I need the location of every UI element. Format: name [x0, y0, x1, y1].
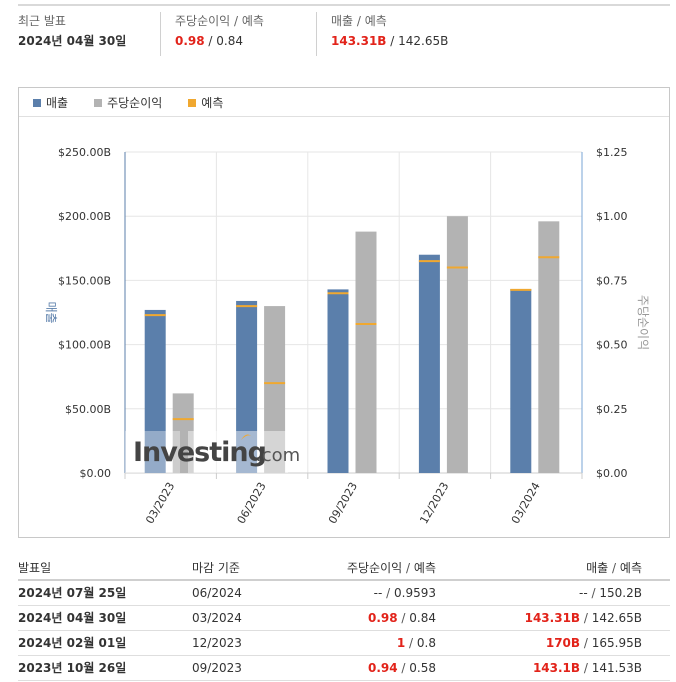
legend-revenue-swatch	[33, 98, 41, 107]
row-eps: -- / 0.9593	[373, 586, 436, 600]
y-right-tick-label: $1.25	[596, 146, 628, 159]
legend-revenue[interactable]: 매출	[33, 94, 68, 111]
y-left-tick-label: $200.00B	[58, 210, 111, 223]
header-period[interactable]: 마감 기준	[192, 561, 240, 575]
watermark-suffix: .com	[256, 445, 300, 466]
watermark-fade	[125, 431, 180, 473]
table-body: 2024년 07월 25일 06/2024 -- / 0.9593 -- / 150.…	[18, 581, 670, 681]
row-date: 2023년 10월 26일	[18, 661, 127, 675]
watermark-brand: Investing	[133, 437, 266, 468]
legend-divider	[19, 116, 669, 117]
bar-eps	[538, 221, 560, 473]
bars	[144, 216, 560, 473]
y-left-axis-title: 매출	[44, 301, 58, 323]
row-period: 03/2024	[192, 611, 242, 625]
legend-eps[interactable]: 주당순이익	[94, 94, 162, 111]
chart-canvas: $0.00 $0.00 $50.00B $0.25 $100.00B $0.50 $150.…	[44, 146, 650, 526]
y-left-tick-label: $150.00B	[58, 274, 111, 287]
row-date: 2024년 07월 25일	[18, 586, 127, 600]
latest-revenue-label: 매출 / 예측	[331, 14, 387, 28]
row-revenue: 143.1B / 141.53B	[532, 661, 642, 675]
latest-release-date: 2024년 04월 30일	[18, 34, 127, 48]
bar-eps	[172, 393, 194, 473]
latest-revenue: 매출 / 예측 143.31B / 142.65B	[316, 12, 476, 56]
row-eps: 0.98 / 0.84	[367, 611, 436, 625]
latest-eps-label: 주당순이익 / 예측	[175, 14, 264, 28]
bar-revenue	[144, 309, 166, 473]
row-date: 2024년 02월 01일	[18, 636, 127, 650]
latest-eps: 주당순이익 / 예측 0.98 / 0.84	[160, 12, 316, 56]
table-header: 발표일 마감 기준 주당순이익 / 예측 매출 / 예측	[18, 557, 670, 581]
latest-eps-value: 0.98 / 0.84	[175, 34, 243, 48]
x-tick-label: 12/2023	[417, 480, 451, 526]
y-right-tick-label: $0.25	[596, 403, 628, 416]
bar-revenue	[236, 300, 258, 473]
legend-forecast-label: 예측	[201, 96, 224, 110]
row-period: 06/2024	[192, 586, 242, 600]
row-date: 2024년 04월 30일	[18, 611, 127, 625]
y-right-tick-label: $0.75	[596, 274, 628, 287]
y-left-tick-label: $250.00B	[58, 146, 111, 159]
earnings-table: 발표일 마감 기준 주당순이익 / 예측 매출 / 예측 2024년 07월 2…	[18, 557, 670, 681]
legend-forecast[interactable]: 예측	[188, 94, 223, 111]
y-left-tick-label: $50.00B	[65, 403, 111, 416]
x-tick-label: 03/2024	[509, 480, 543, 526]
chart-legend: 매출 주당순이익 예측	[33, 94, 249, 111]
bar-revenue	[510, 288, 532, 473]
y-right-tick-label: $1.00	[596, 210, 628, 223]
y-left-tick-label: $0.00	[80, 467, 112, 480]
row-revenue: -- / 150.2B	[579, 586, 642, 600]
x-tick-label: 06/2023	[235, 480, 269, 526]
row-eps: 0.94 / 0.58	[367, 661, 436, 675]
header-revenue[interactable]: 매출 / 예측	[586, 561, 642, 575]
top-divider	[18, 4, 670, 6]
latest-release: 최근 발표 2024년 04월 30일	[18, 12, 160, 56]
y-right-tick-label: $0.00	[596, 467, 628, 480]
watermark-swoosh	[241, 434, 253, 440]
legend-eps-label: 주당순이익	[107, 96, 163, 110]
table-row: 2024년 04월 30일 03/2024 0.98 / 0.84 143.31B /…	[18, 606, 670, 631]
bar-revenue	[327, 289, 349, 473]
y-right-axis-title: 주당순이익	[636, 295, 650, 350]
legend-eps-swatch	[94, 98, 103, 107]
row-period: 12/2023	[192, 636, 242, 650]
investing-watermark: Investing.com	[125, 431, 300, 473]
legend-revenue-label: 매출	[46, 96, 69, 110]
row-revenue: 143.31B / 142.65B	[524, 611, 642, 625]
table-row: 2024년 07월 25일 06/2024 -- / 0.9593 -- / 150.…	[18, 581, 670, 606]
y-left-tick-label: $100.00B	[58, 339, 111, 352]
table-row: 2024년 02월 01일 12/2023 1 / 0.8 170B / 165.95…	[18, 631, 670, 656]
bar-revenue	[418, 254, 440, 473]
latest-revenue-value: 143.31B / 142.65B	[331, 34, 449, 48]
earnings-chart: 매출 주당순이익 예측 $0.00 $0.00 $50.00B $0.25 $100.0…	[18, 87, 670, 538]
header-eps[interactable]: 주당순이익 / 예측	[347, 561, 436, 575]
row-eps: 1 / 0.8	[396, 636, 436, 650]
watermark-fade	[188, 431, 288, 473]
bar-eps	[264, 306, 286, 473]
latest-release-label: 최근 발표	[18, 14, 66, 28]
row-revenue: 170B / 165.95B	[545, 636, 642, 650]
x-tick-label: 09/2023	[326, 480, 360, 526]
latest-earnings-summary: 최근 발표 2024년 04월 30일 주당순이익 / 예측 0.98 / 0.…	[18, 12, 476, 56]
row-period: 09/2023	[192, 661, 242, 675]
bar-eps	[446, 216, 468, 473]
legend-forecast-swatch	[188, 98, 197, 107]
header-date[interactable]: 발표일	[18, 561, 52, 575]
axes	[124, 152, 583, 479]
y-right-tick-label: $0.50	[596, 339, 628, 352]
x-tick-label: 03/2023	[143, 480, 177, 526]
table-row: 2023년 10월 26일 09/2023 0.94 / 0.58 143.1B / …	[18, 656, 670, 681]
bar-eps	[355, 231, 377, 473]
